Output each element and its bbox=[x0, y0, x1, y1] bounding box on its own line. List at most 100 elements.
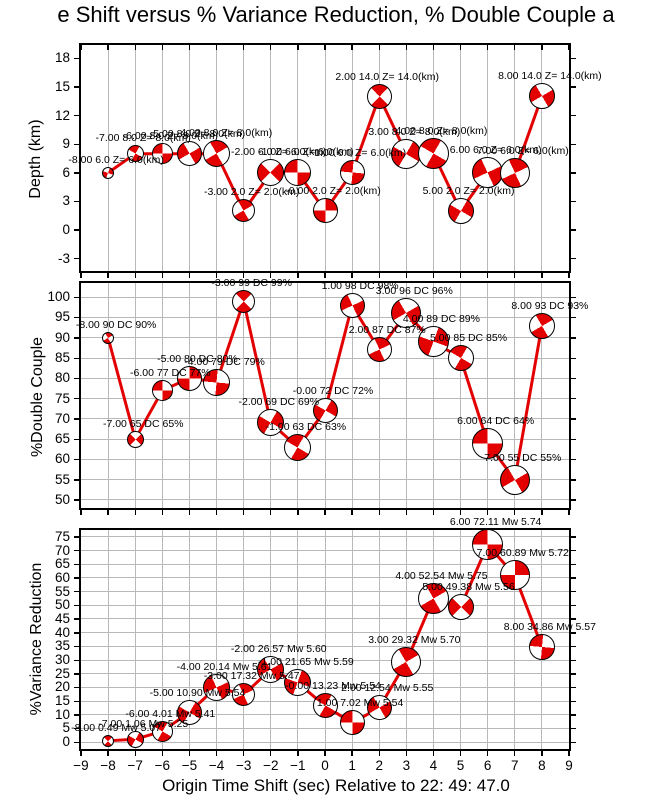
y-tick-label: 45 bbox=[54, 610, 70, 626]
tick-mark bbox=[571, 115, 576, 117]
x-tick-label: 6 bbox=[483, 758, 492, 773]
tick-mark bbox=[486, 45, 489, 50]
tick-mark bbox=[74, 645, 79, 648]
gridline-v bbox=[297, 530, 299, 749]
beachball-icon bbox=[447, 593, 474, 620]
beachball-icon bbox=[339, 292, 365, 318]
tick-mark bbox=[486, 273, 489, 278]
gridline-v bbox=[134, 283, 136, 508]
tick-mark bbox=[74, 337, 79, 339]
beachball-icon bbox=[284, 433, 312, 461]
x-tick-label: −9 bbox=[73, 758, 89, 773]
tick-mark bbox=[514, 751, 516, 756]
tick-mark bbox=[161, 751, 164, 756]
tick-mark bbox=[571, 418, 576, 420]
tick-mark bbox=[378, 273, 380, 278]
tick-mark bbox=[74, 143, 79, 146]
tick-mark bbox=[351, 510, 353, 515]
gridline-v bbox=[324, 530, 326, 749]
x-tick-label: −1 bbox=[290, 758, 306, 773]
tick-mark bbox=[571, 316, 576, 319]
tick-mark bbox=[297, 45, 299, 50]
tick-mark bbox=[74, 438, 79, 440]
beachball-icon bbox=[126, 430, 144, 448]
tick-mark bbox=[514, 510, 516, 515]
tick-mark bbox=[80, 273, 82, 278]
tick-mark bbox=[571, 377, 576, 380]
point-label: 8.00 34.86 Mw 5.57 bbox=[503, 620, 596, 633]
gridline-v bbox=[324, 45, 326, 271]
tick-mark bbox=[541, 751, 543, 756]
point-label: -6.00 4.01 Mw 5.41 bbox=[125, 707, 216, 720]
x-tick-label: 8 bbox=[538, 758, 546, 773]
point-label: -0.00 2.0 Z= 2.0(km) bbox=[285, 185, 381, 198]
y-tick-label: 80 bbox=[54, 370, 70, 386]
tick-mark bbox=[161, 273, 164, 278]
tick-mark bbox=[571, 686, 576, 689]
beachball-icon bbox=[499, 464, 530, 495]
point-label: 5.00 49.38 Mw 5.56 bbox=[422, 580, 515, 593]
gridline-v bbox=[270, 283, 272, 508]
point-label: 5.00 2.0 Z= 2.0(km) bbox=[422, 184, 515, 197]
beachball-icon bbox=[176, 699, 202, 725]
gridline-h bbox=[81, 591, 569, 593]
point-label: 1.00 6.0 Z= 6.0(km) bbox=[314, 147, 407, 160]
tick-mark bbox=[351, 751, 353, 756]
beachball-icon bbox=[102, 734, 115, 747]
point-label: -7.00 65 DC 65% bbox=[102, 417, 184, 430]
point-label: 2.00 12.54 Mw 5.55 bbox=[341, 682, 434, 695]
gridline-v bbox=[243, 283, 245, 508]
y-tick-label: 50 bbox=[54, 597, 70, 613]
gridline-v bbox=[432, 283, 434, 508]
tick-mark bbox=[571, 172, 576, 174]
y-tick-label: 5 bbox=[62, 720, 70, 736]
tick-mark bbox=[74, 316, 79, 319]
tick-mark bbox=[188, 273, 191, 278]
gridline-h bbox=[81, 686, 569, 688]
gridline-h bbox=[81, 618, 569, 620]
gridline-v bbox=[514, 530, 516, 749]
y-tick-label: 25 bbox=[54, 665, 70, 681]
beachball-icon bbox=[417, 582, 449, 614]
beachball-icon bbox=[312, 693, 338, 719]
beachball-icon bbox=[528, 312, 555, 339]
beachball-icon bbox=[126, 730, 144, 748]
tick-mark bbox=[74, 536, 79, 538]
tick-mark bbox=[188, 751, 191, 756]
tick-mark bbox=[242, 510, 245, 515]
point-label: -8.00 6.0 Z= 6.0(km) bbox=[68, 153, 164, 166]
gridline-v bbox=[541, 283, 543, 508]
tick-mark bbox=[107, 751, 109, 756]
y-tick-label: 15 bbox=[54, 78, 70, 94]
point-label: -2.00 69 DC 69% bbox=[238, 396, 320, 409]
tick-mark bbox=[74, 200, 79, 203]
point-label: -4.00 20.14 Mw 5.61 bbox=[176, 660, 273, 673]
tick-mark bbox=[74, 686, 79, 689]
point-label: -0.00 13.23 Mw 5.54 bbox=[285, 680, 381, 693]
tick-mark bbox=[270, 510, 272, 515]
point-label: -8.00 90 DC 90% bbox=[75, 318, 157, 331]
gridline-v bbox=[270, 45, 272, 271]
gridline-v bbox=[541, 45, 543, 271]
tick-mark bbox=[571, 438, 576, 440]
tick-mark bbox=[405, 751, 408, 756]
tick-mark bbox=[324, 273, 326, 278]
tick-mark bbox=[324, 751, 326, 756]
beachball-icon bbox=[102, 331, 115, 344]
point-label: -7.00 1.06 Mw 5.25 bbox=[98, 717, 189, 730]
plot-border-double-couple bbox=[79, 281, 571, 510]
point-label: -0.00 72 DC 72% bbox=[292, 385, 374, 398]
tick-mark bbox=[378, 510, 380, 515]
beachball-icon bbox=[339, 160, 365, 186]
gridline-h bbox=[81, 377, 569, 379]
gridline-h bbox=[81, 659, 569, 661]
gridline-v bbox=[107, 283, 109, 508]
tick-mark bbox=[215, 45, 218, 50]
tick-mark bbox=[74, 398, 79, 400]
y-tick-label: 60 bbox=[54, 569, 70, 585]
tick-mark bbox=[571, 550, 576, 552]
tick-mark bbox=[571, 143, 576, 146]
y-tick-label: 70 bbox=[54, 542, 70, 558]
tick-mark bbox=[74, 550, 79, 552]
